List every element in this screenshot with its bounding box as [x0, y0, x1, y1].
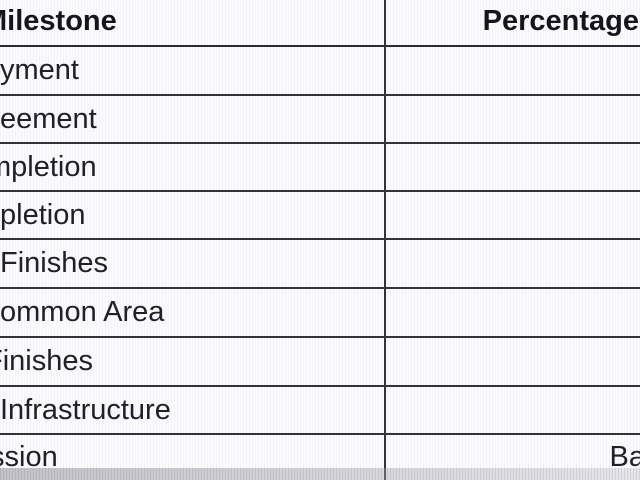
- milestone-label: pletion: [11, 150, 97, 183]
- percentage-header-cell: Percentage: [384, 0, 640, 45]
- percentage-cell: [384, 144, 640, 190]
- milestone-cell: ssion: [0, 435, 384, 480]
- milestone-label: yment: [0, 54, 79, 86]
- percentage-cell: [384, 387, 640, 433]
- table-row: Finishes: [0, 338, 640, 387]
- percentage-header-label: Percentage: [482, 5, 639, 37]
- milestone-cell: eement: [0, 96, 384, 142]
- milestone-header-cell: Milestone: [0, 0, 384, 45]
- milestone-label: ommon Area: [0, 296, 165, 328]
- cut-letter: m: [0, 151, 11, 184]
- milestone-cell: ommon Area: [0, 289, 384, 336]
- table-row: eement: [0, 96, 640, 144]
- percentage-cell: [384, 47, 640, 94]
- cut-letter: F: [0, 345, 3, 378]
- percentage-cell: [384, 96, 640, 142]
- milestone-header-label: ilestone: [7, 5, 117, 37]
- percentage-cell: Ba: [384, 435, 640, 480]
- milestone-cell: mpletion: [0, 144, 384, 190]
- milestone-cell: yment: [0, 47, 384, 94]
- table-row: ssion Ba: [0, 435, 640, 480]
- milestone-cell: pletion: [0, 192, 384, 238]
- percentage-cell: [384, 240, 640, 287]
- milestone-label: eement: [0, 102, 97, 135]
- table-row: mpletion: [0, 144, 640, 192]
- table-row: ommon Area: [0, 289, 640, 338]
- milestone-label: sion: [4, 441, 58, 473]
- cut-letter: M: [0, 5, 7, 38]
- table-row: pletion: [0, 192, 640, 240]
- milestone-cell: Finishes: [0, 338, 384, 385]
- percentage-cell: [384, 338, 640, 385]
- table-row: Finishes: [0, 240, 640, 289]
- table-header-row: Milestone Percentage: [0, 0, 640, 47]
- milestone-label: inishes: [2, 345, 93, 377]
- milestone-cell: Finishes: [0, 240, 384, 287]
- cut-letter: s: [0, 441, 5, 474]
- milestone-label: pletion: [0, 198, 86, 231]
- milestone-label: Infrastructure: [0, 393, 171, 426]
- percentage-cell: [384, 192, 640, 238]
- table-row: Infrastructure: [0, 387, 640, 435]
- percentage-cell: [384, 289, 640, 336]
- milestone-cell: Infrastructure: [0, 387, 384, 433]
- milestone-label: Finishes: [0, 247, 108, 279]
- percentage-value: Ba: [609, 441, 640, 473]
- table-row: yment: [0, 47, 640, 96]
